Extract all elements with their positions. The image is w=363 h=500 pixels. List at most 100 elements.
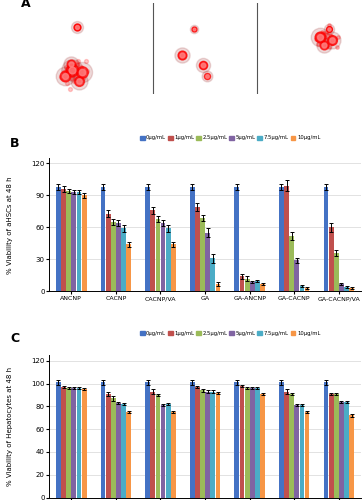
Bar [234,382,239,498]
Point [69,66,75,74]
Bar [161,405,166,498]
Point [79,68,85,76]
Bar [195,207,200,292]
Bar [349,288,354,292]
Bar [171,412,176,498]
Bar [240,386,244,498]
Point [74,23,80,31]
Point [329,36,335,44]
Point [79,68,85,76]
Point [68,74,74,82]
Point [72,74,78,82]
Bar [299,286,304,292]
Point [84,67,90,75]
Point [179,50,184,58]
Bar [250,388,254,498]
Y-axis label: % Viability of Hepatocytes at 48 h: % Viability of Hepatocytes at 48 h [7,366,13,486]
Point [327,31,333,39]
Bar [156,219,160,292]
Point [334,42,340,50]
Point [324,35,330,43]
Point [200,61,205,69]
Point [327,25,333,33]
Point [63,63,69,71]
Point [69,64,75,72]
Point [326,22,332,30]
Point [200,61,205,69]
Bar [195,387,200,498]
Bar [82,196,86,292]
Point [335,32,341,40]
Bar [324,187,329,292]
Legend: 0μg/mL, 1μg/mL, 2.5μg/mL, 5μg/mL, 7.5μg/mL, 10μg/mL: 0μg/mL, 1μg/mL, 2.5μg/mL, 5μg/mL, 7.5μg/… [140,136,321,140]
Point [75,70,81,78]
Bar [240,276,244,291]
Point [61,68,67,76]
Point [71,70,77,78]
Bar [156,395,160,498]
Bar [250,282,254,292]
Point [315,40,321,48]
Bar [126,244,131,292]
Point [204,72,210,80]
Bar [284,186,289,292]
Bar [111,222,116,292]
Point [204,72,210,80]
Point [75,67,81,75]
Bar [77,192,81,292]
Bar [211,392,215,498]
Bar [111,398,116,498]
Bar [61,189,66,292]
Bar [305,288,310,292]
Point [69,66,75,74]
Bar [255,280,260,291]
Bar [106,394,111,498]
Point [317,32,322,40]
Bar [56,382,61,498]
Point [313,35,319,43]
Bar [299,405,304,498]
Bar [211,258,215,292]
Point [322,34,327,42]
Bar [294,260,299,292]
Point [64,65,70,73]
Bar [279,382,284,498]
Bar [216,392,220,498]
Point [320,28,326,36]
Point [179,50,184,58]
Point [319,28,325,36]
Bar [166,404,171,498]
Point [75,77,81,85]
Bar [260,394,265,498]
Bar [329,228,334,292]
Point [76,76,82,84]
Bar [289,394,294,498]
Point [62,72,68,80]
Point [66,72,72,80]
Point [78,65,83,73]
Point [200,61,205,69]
Bar [66,191,71,292]
Bar [216,284,220,292]
Point [327,25,333,33]
Bar [116,403,121,498]
Text: B: B [10,137,20,150]
Point [74,23,80,31]
Bar [200,390,205,498]
Bar [150,392,155,498]
Point [66,66,72,74]
Bar [82,389,86,498]
Text: C: C [10,332,19,345]
Point [321,41,327,49]
Point [69,66,75,74]
Bar [77,388,81,498]
Bar [200,218,205,292]
Point [68,84,73,92]
Bar [234,187,239,292]
Bar [72,192,76,292]
Bar [171,244,176,292]
Point [69,70,75,78]
Bar [121,404,126,498]
Point [76,76,82,84]
Point [323,42,329,50]
